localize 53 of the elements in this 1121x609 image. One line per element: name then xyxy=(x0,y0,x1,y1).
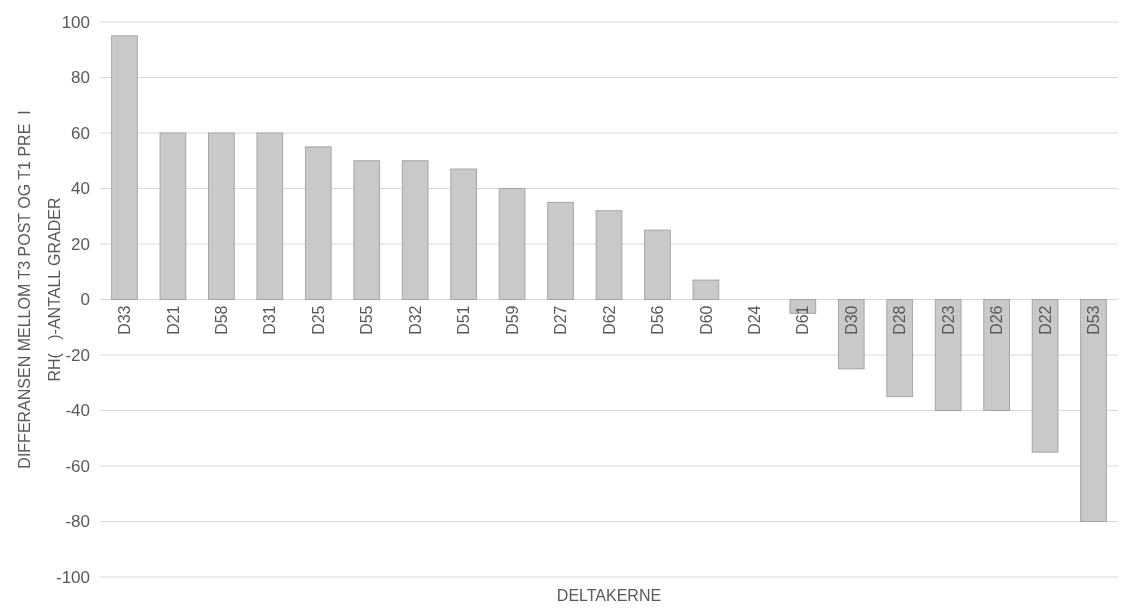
y-tick-label: -80 xyxy=(65,512,90,532)
y-tick-label: -60 xyxy=(65,456,90,476)
y-tick-label: 40 xyxy=(71,179,90,199)
bar xyxy=(256,132,284,300)
bar xyxy=(886,299,914,398)
y-tick-label: -100 xyxy=(55,567,90,587)
y-tick-label: 100 xyxy=(61,12,90,32)
x-tick-label: D59 xyxy=(503,305,521,335)
bar xyxy=(547,201,574,300)
x-tick-label: D51 xyxy=(455,305,473,335)
bar xyxy=(304,146,332,300)
x-tick-label: D26 xyxy=(988,305,1006,335)
y-tick-label: -40 xyxy=(65,401,90,421)
x-tick-label: D32 xyxy=(406,305,424,335)
y-tick-label: 20 xyxy=(71,234,90,254)
bar xyxy=(353,160,381,300)
bar xyxy=(983,299,1010,411)
bar xyxy=(837,299,865,370)
x-axis-title: DELTAKERNE xyxy=(556,587,662,604)
x-tick-label: D24 xyxy=(745,305,763,335)
bar xyxy=(934,299,962,411)
y-tick-label: 80 xyxy=(71,68,90,88)
bar xyxy=(401,160,429,300)
x-tick-label: D60 xyxy=(697,305,715,335)
bar xyxy=(450,168,477,300)
y-tick-label: 60 xyxy=(71,123,90,143)
x-tick-label: D27 xyxy=(552,305,570,335)
x-tick-label: D58 xyxy=(212,305,230,335)
x-tick-label: D33 xyxy=(116,305,134,335)
bar xyxy=(208,132,235,300)
bar xyxy=(111,35,138,300)
y-tick-label: -20 xyxy=(65,345,90,365)
bar xyxy=(595,210,623,300)
x-tick-label: D30 xyxy=(842,305,860,335)
x-tick-label: D21 xyxy=(164,305,182,335)
x-tick-label: D22 xyxy=(1036,305,1054,335)
x-tick-label: D25 xyxy=(309,305,327,335)
x-tick-label: D23 xyxy=(939,305,957,335)
x-tick-label: D28 xyxy=(891,305,909,335)
x-tick-label: D31 xyxy=(261,305,279,335)
x-tick-label: D62 xyxy=(600,305,618,335)
bar xyxy=(644,229,671,300)
bar xyxy=(1080,299,1107,522)
bar xyxy=(1031,299,1059,453)
y-axis-title: DIFFERANSEN MELLOM T3 POST OG T1 PRE I RH( )-ANTALL GRADER xyxy=(16,110,63,469)
bar xyxy=(498,188,526,300)
x-tick-label: D53 xyxy=(1085,305,1103,335)
bar xyxy=(159,132,187,300)
bar xyxy=(692,279,720,300)
x-tick-label: D56 xyxy=(649,305,667,335)
x-tick-label: D55 xyxy=(358,305,376,335)
y-tick-label: 0 xyxy=(80,290,90,310)
x-tick-label: D61 xyxy=(794,305,812,335)
